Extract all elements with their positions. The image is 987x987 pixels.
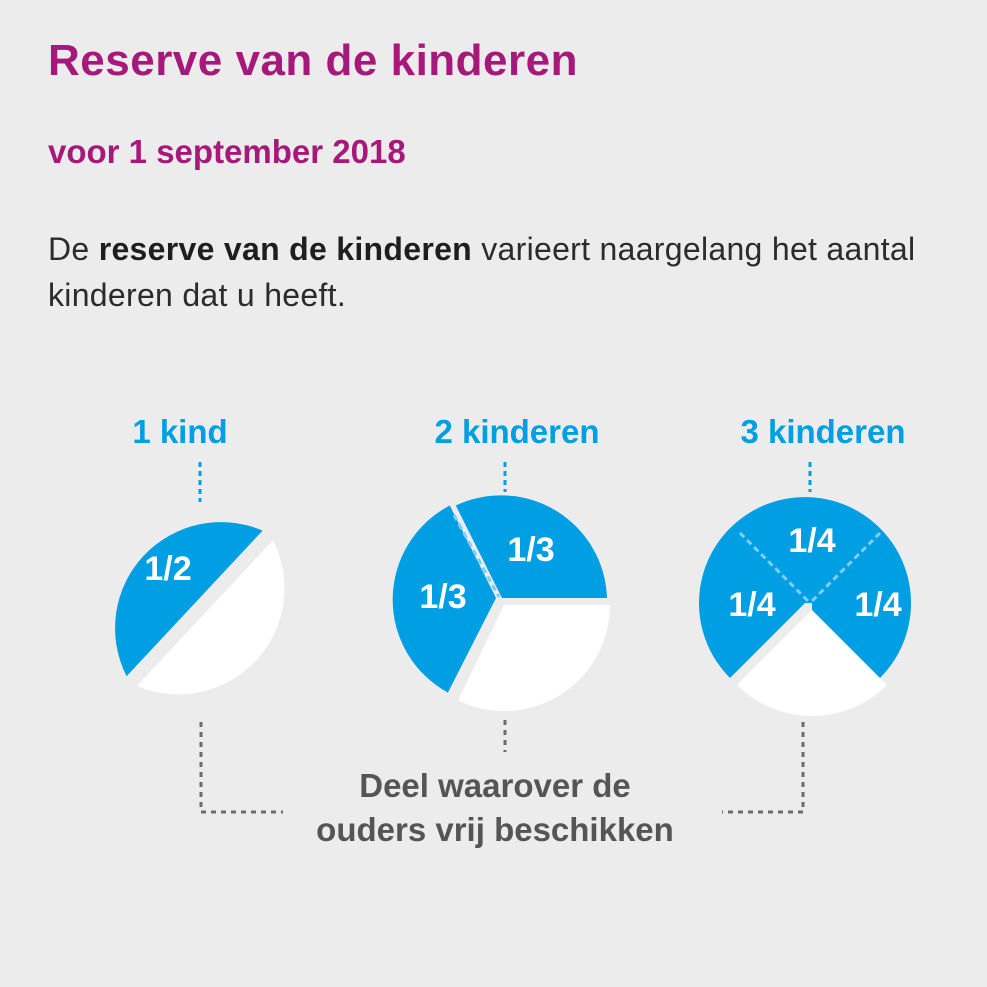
pie-3-slice-label-left: 1/4 bbox=[728, 586, 775, 624]
pie-2-divider bbox=[452, 514, 501, 598]
pie-1-label: 1 kind bbox=[132, 413, 227, 450]
pie-3-free-slice bbox=[737, 610, 887, 717]
caption-connectors bbox=[199, 720, 805, 814]
pie-3-slice-label-top: 1/4 bbox=[788, 522, 835, 560]
pie-3-divider-left bbox=[738, 531, 811, 604]
page-subtitle: voor 1 september 2018 bbox=[48, 133, 406, 170]
pie-2-kinderen: 2 kinderen 1/3 1/3 bbox=[392, 413, 610, 712]
pie-3-slice-label-right: 1/4 bbox=[854, 586, 901, 624]
pie-2-reserve-slice-b bbox=[392, 505, 496, 693]
intro-bold: reserve van de kinderen bbox=[98, 231, 473, 267]
pie-2-slice-label-b: 1/3 bbox=[419, 578, 466, 616]
pie-3-label: 3 kinderen bbox=[740, 413, 905, 450]
caption-line-1: Deel waarover de bbox=[359, 767, 631, 804]
intro-text: De reserve van de kinderen varieert naar… bbox=[48, 231, 916, 313]
caption-line-2: ouders vrij beschikken bbox=[316, 811, 674, 848]
page-title: Reserve van de kinderen bbox=[48, 36, 578, 85]
pie-1-slice-label: 1/2 bbox=[144, 550, 191, 588]
connector-right bbox=[722, 722, 805, 814]
pie-1-free-slice bbox=[136, 540, 285, 695]
pie-2-slice-label-a: 1/3 bbox=[507, 531, 554, 569]
pie-2-free-slice bbox=[457, 605, 610, 712]
pie-3-reserve-slice bbox=[699, 497, 912, 678]
connector-left bbox=[199, 722, 283, 814]
pie-2-label: 2 kinderen bbox=[434, 413, 599, 450]
pie-2-reserve-slice-a bbox=[455, 495, 607, 598]
free-portion-caption: Deel waarover de ouders vrij beschikken bbox=[280, 764, 710, 852]
pie-1-kind: 1 kind 1/2 bbox=[115, 413, 285, 695]
pie-1-reserve-slice bbox=[115, 522, 263, 677]
pie-3-divider-right bbox=[809, 531, 882, 604]
pie-3-kinderen: 3 kinderen 1/4 1/4 1/4 bbox=[699, 413, 912, 717]
